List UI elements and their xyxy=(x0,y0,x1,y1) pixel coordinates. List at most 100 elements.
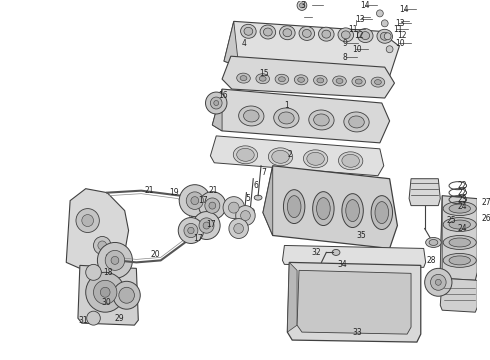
Circle shape xyxy=(119,287,134,303)
Circle shape xyxy=(376,10,383,17)
Text: 19: 19 xyxy=(170,188,179,197)
Circle shape xyxy=(205,198,220,213)
Text: 17: 17 xyxy=(206,220,216,229)
Text: 11: 11 xyxy=(393,25,403,34)
Text: 30: 30 xyxy=(101,298,111,307)
Ellipse shape xyxy=(237,148,254,161)
Text: 13: 13 xyxy=(356,15,365,24)
Ellipse shape xyxy=(443,202,476,216)
Ellipse shape xyxy=(443,253,476,267)
Circle shape xyxy=(87,311,100,325)
Circle shape xyxy=(199,192,226,220)
Text: 14: 14 xyxy=(399,5,409,14)
Circle shape xyxy=(431,274,446,290)
Text: 16: 16 xyxy=(218,91,228,100)
Ellipse shape xyxy=(237,73,250,83)
Text: 2: 2 xyxy=(287,150,292,159)
Ellipse shape xyxy=(314,114,329,126)
Text: 25: 25 xyxy=(446,216,456,225)
Text: 26: 26 xyxy=(481,214,490,223)
Circle shape xyxy=(297,0,307,10)
Ellipse shape xyxy=(298,77,304,82)
Text: 10: 10 xyxy=(395,39,405,48)
Ellipse shape xyxy=(275,74,289,84)
Ellipse shape xyxy=(280,26,295,40)
Text: 5: 5 xyxy=(245,194,250,203)
Polygon shape xyxy=(210,136,384,176)
Text: 17: 17 xyxy=(193,234,202,243)
Text: 24: 24 xyxy=(458,202,467,211)
Ellipse shape xyxy=(254,195,262,200)
Circle shape xyxy=(105,251,124,270)
Ellipse shape xyxy=(342,31,350,39)
Text: 18: 18 xyxy=(103,268,113,277)
Circle shape xyxy=(236,206,255,225)
Ellipse shape xyxy=(374,80,381,85)
Text: 12: 12 xyxy=(355,31,364,40)
Circle shape xyxy=(425,268,452,296)
Text: 14: 14 xyxy=(360,1,370,10)
Text: 28: 28 xyxy=(427,256,436,265)
Text: 3: 3 xyxy=(300,1,305,10)
Ellipse shape xyxy=(283,190,305,224)
Text: 29: 29 xyxy=(115,314,124,323)
Ellipse shape xyxy=(210,97,222,109)
Ellipse shape xyxy=(449,220,470,229)
Polygon shape xyxy=(78,265,138,325)
Ellipse shape xyxy=(380,32,389,40)
Ellipse shape xyxy=(322,30,331,38)
Polygon shape xyxy=(297,270,411,334)
Ellipse shape xyxy=(303,150,328,168)
Ellipse shape xyxy=(278,77,285,82)
Circle shape xyxy=(76,208,99,233)
Ellipse shape xyxy=(443,217,476,231)
Text: 15: 15 xyxy=(259,69,269,78)
Ellipse shape xyxy=(302,30,311,37)
Ellipse shape xyxy=(346,200,360,221)
Ellipse shape xyxy=(256,74,270,84)
Ellipse shape xyxy=(371,77,385,87)
Text: 34: 34 xyxy=(337,260,347,269)
Circle shape xyxy=(209,202,216,209)
Ellipse shape xyxy=(332,249,340,255)
Ellipse shape xyxy=(313,192,334,225)
Ellipse shape xyxy=(429,239,438,246)
Text: 27: 27 xyxy=(481,198,490,207)
Polygon shape xyxy=(440,195,442,278)
Ellipse shape xyxy=(443,235,476,249)
Polygon shape xyxy=(222,56,394,98)
Polygon shape xyxy=(287,262,297,332)
Ellipse shape xyxy=(339,152,363,170)
Circle shape xyxy=(184,224,198,238)
Circle shape xyxy=(186,192,203,210)
Polygon shape xyxy=(66,189,128,270)
Ellipse shape xyxy=(426,238,441,247)
Ellipse shape xyxy=(244,110,259,122)
Ellipse shape xyxy=(309,110,334,130)
Text: 1: 1 xyxy=(284,100,289,109)
Ellipse shape xyxy=(318,27,334,41)
Ellipse shape xyxy=(342,154,359,167)
Ellipse shape xyxy=(314,75,327,85)
Text: 4: 4 xyxy=(242,39,246,48)
Ellipse shape xyxy=(272,150,289,163)
Text: 8: 8 xyxy=(343,53,347,62)
Ellipse shape xyxy=(375,202,389,224)
Circle shape xyxy=(98,241,107,250)
Polygon shape xyxy=(409,179,440,206)
Circle shape xyxy=(188,227,194,234)
Polygon shape xyxy=(224,21,399,76)
Ellipse shape xyxy=(279,112,294,124)
Ellipse shape xyxy=(333,76,346,86)
Ellipse shape xyxy=(449,256,470,265)
Text: 10: 10 xyxy=(353,45,362,54)
Ellipse shape xyxy=(294,75,308,85)
Ellipse shape xyxy=(307,152,324,165)
Ellipse shape xyxy=(214,100,219,105)
Polygon shape xyxy=(282,246,426,267)
Circle shape xyxy=(193,212,220,239)
Circle shape xyxy=(234,224,244,234)
Text: 21: 21 xyxy=(144,186,154,195)
Text: 12: 12 xyxy=(397,31,407,40)
Text: 6: 6 xyxy=(253,181,258,190)
